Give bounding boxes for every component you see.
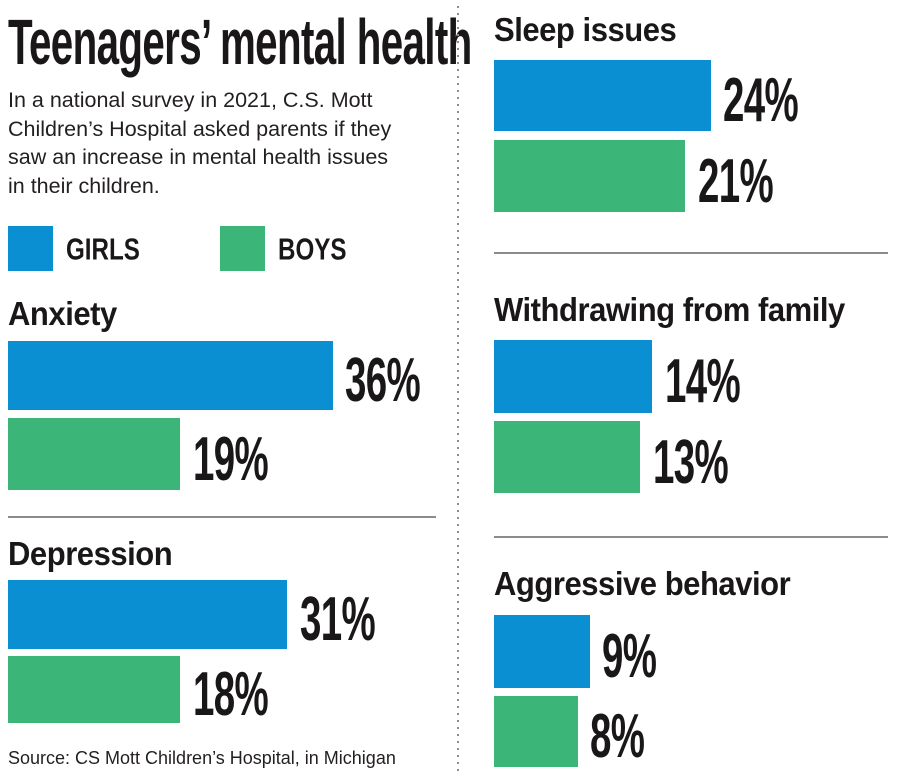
bar-aggressive-boys <box>494 696 578 767</box>
divider-right-1 <box>494 252 888 254</box>
bar-sleep-issues-girls <box>494 60 711 131</box>
bar-anxiety-boys <box>8 418 180 490</box>
value-label-anxiety-girls: 36% <box>345 346 421 415</box>
legend-label-girls: GIRLS <box>66 231 140 267</box>
section-heading-withdrawing: Withdrawing from family <box>494 291 845 328</box>
bar-aggressive-girls <box>494 615 590 688</box>
value-label-depression-girls: 31% <box>300 585 376 654</box>
description-line: saw an increase in mental health issues <box>8 145 389 169</box>
bar-sleep-issues-boys <box>494 140 685 212</box>
value-label-withdrawing-girls: 14% <box>665 347 741 416</box>
bar-withdrawing-boys <box>494 421 640 493</box>
legend-swatch-boys <box>220 226 265 271</box>
section-heading-anxiety: Anxiety <box>8 295 117 332</box>
value-label-aggressive-girls: 9% <box>602 622 657 691</box>
value-label-sleep-issues-boys: 21% <box>698 147 774 216</box>
bar-depression-boys <box>8 656 180 723</box>
bar-depression-girls <box>8 580 287 649</box>
column-divider-dotted <box>457 6 459 771</box>
value-label-anxiety-boys: 19% <box>193 425 269 494</box>
section-heading-depression: Depression <box>8 535 173 572</box>
section-heading-aggressive: Aggressive behavior <box>494 565 791 602</box>
value-label-aggressive-boys: 8% <box>590 702 645 771</box>
divider-left <box>8 516 436 518</box>
bar-anxiety-girls <box>8 341 333 410</box>
source-credit: Source: CS Mott Children’s Hospital, in … <box>8 748 396 768</box>
description-line: In a national survey in 2021, C.S. Mott <box>8 88 373 112</box>
value-label-depression-boys: 18% <box>193 660 269 729</box>
legend-label-boys: BOYS <box>278 231 347 267</box>
value-label-withdrawing-boys: 13% <box>653 428 729 497</box>
page-title: Teenagers’ mental health <box>8 6 472 78</box>
section-heading-sleep-issues: Sleep issues <box>494 11 677 48</box>
bar-withdrawing-girls <box>494 340 652 413</box>
legend-swatch-girls <box>8 226 53 271</box>
divider-right-2 <box>494 536 888 538</box>
description-line: in their children. <box>8 173 160 198</box>
value-label-sleep-issues-girls: 24% <box>723 66 799 135</box>
description-line: Children’s Hospital asked parents if the… <box>8 116 392 141</box>
chart-description: In a national survey in 2021, C.S. Mott … <box>8 86 438 200</box>
